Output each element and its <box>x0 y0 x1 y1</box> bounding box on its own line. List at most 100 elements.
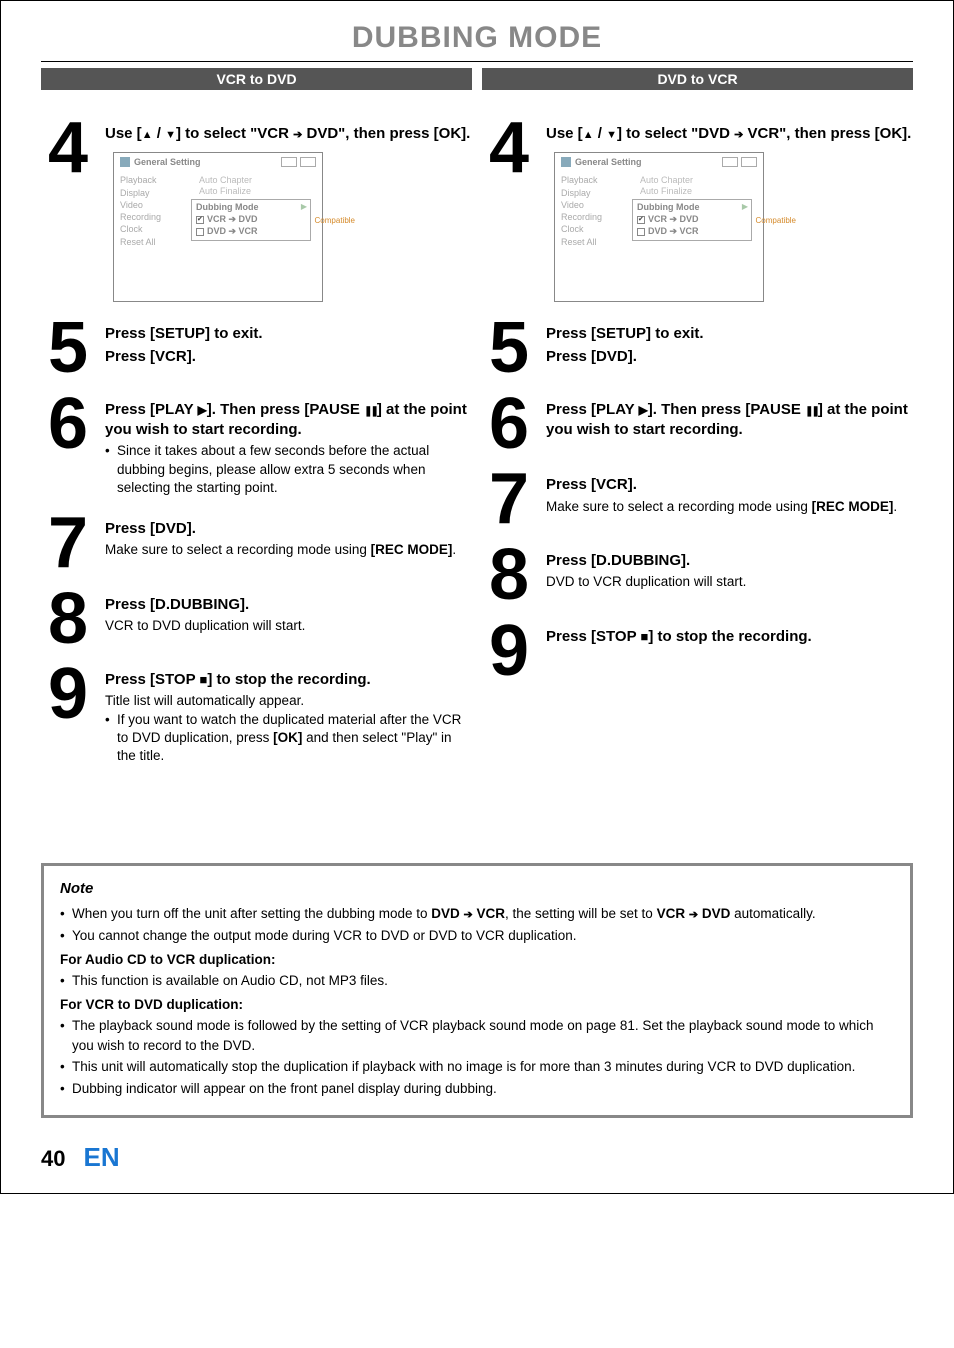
step-bullet: Since it takes about a few seconds befor… <box>105 442 472 497</box>
menu-title: General Setting <box>575 157 642 167</box>
note-bullet: When you turn off the unit after setting… <box>60 904 894 924</box>
down-icon <box>165 125 176 142</box>
left-header: VCR to DVD <box>41 68 472 90</box>
menu-item: Video <box>120 200 161 211</box>
left-column: VCR to DVD 4 Use [ / ] to select "VCR DV… <box>41 68 472 783</box>
compatible-label: Compatible <box>315 216 355 225</box>
text: ] to stop the recording. <box>648 628 811 645</box>
step-title: Press [SETUP] to exit. <box>546 324 913 344</box>
step-number: 7 <box>482 471 536 529</box>
right-header: DVD to VCR <box>482 68 913 90</box>
left-step-6: 6 Press [PLAY ]. Then press [PAUSE ] at … <box>41 396 472 497</box>
step-title: Press [DVD]. <box>546 347 913 367</box>
step-title: Press [STOP ] to stop the recording. <box>105 670 472 690</box>
step-title: Press [SETUP] to exit. <box>105 324 472 344</box>
menu-title: General Setting <box>134 157 201 167</box>
text: automatically. <box>730 906 815 921</box>
step-sub: Title list will automatically appear. <box>105 692 472 710</box>
left-step-7: 7 Press [DVD]. Make sure to select a rec… <box>41 515 472 573</box>
menu-item: Recording <box>120 212 161 223</box>
menu-panel: ▶ Dubbing Mode VCR ➔ DVD DVD ➔ VCR Compa… <box>632 199 752 241</box>
left-step-8: 8 Press [D.DUBBING]. VCR to DVD duplicat… <box>41 591 472 649</box>
play-icon <box>198 401 207 418</box>
up-icon <box>583 125 594 142</box>
menu-item: Clock <box>120 224 161 235</box>
menu-screenshot: General Setting Playback Display Video R… <box>113 152 323 302</box>
menu-item: Playback <box>561 175 602 186</box>
menu-row: DVD ➔ VCR <box>648 226 699 237</box>
menu-panel: ▶ Dubbing Mode VCR ➔ DVD DVD ➔ VCR Compa… <box>191 199 311 241</box>
note-bullet: This unit will automatically stop the du… <box>60 1057 894 1077</box>
text: DVD <box>698 906 730 921</box>
right-step-8: 8 Press [D.DUBBING]. DVD to VCR duplicat… <box>482 547 913 605</box>
text: VCR <box>657 906 689 921</box>
note-bullet: You cannot change the output mode during… <box>60 926 894 946</box>
step-number: 6 <box>41 396 95 497</box>
menu-item: Reset All <box>561 237 602 248</box>
step-title: Use [ / ] to select "DVD VCR", then pres… <box>546 124 913 144</box>
step-number: 6 <box>482 396 536 454</box>
page-title: DUBBING MODE <box>41 21 913 62</box>
text: [REC MODE] <box>371 542 453 557</box>
menu-item: Auto Chapter <box>199 175 314 185</box>
note-subhead: For Audio CD to VCR duplication: <box>60 950 894 970</box>
pause-icon <box>364 401 377 418</box>
note-subhead: For VCR to DVD duplication: <box>60 995 894 1015</box>
step-number: 5 <box>482 320 536 378</box>
up-icon <box>142 125 153 142</box>
text: / <box>153 125 166 142</box>
text: Make sure to select a recording mode usi… <box>105 542 371 557</box>
text: When you turn off the unit after setting… <box>72 906 431 921</box>
step-sub: Make sure to select a recording mode usi… <box>105 541 472 559</box>
menu-row: VCR ➔ DVD <box>207 214 258 225</box>
step-number: 8 <box>482 547 536 605</box>
page-number: 40 <box>41 1146 65 1172</box>
panel-title: Dubbing Mode <box>637 202 747 212</box>
note-bullet: Dubbing indicator will appear on the fro… <box>60 1079 894 1099</box>
menu-item: Display <box>561 188 602 199</box>
step-number: 9 <box>41 666 95 765</box>
arrow-icon <box>464 906 473 921</box>
text: VCR <box>473 906 505 921</box>
step-number: 8 <box>41 591 95 649</box>
menu-item: Auto Chapter <box>640 175 755 185</box>
text: Press [PLAY <box>105 401 198 418</box>
text: Make sure to select a recording mode usi… <box>546 499 812 514</box>
step-title: Press [VCR]. <box>546 475 913 495</box>
menu-row: VCR ➔ DVD <box>648 214 699 225</box>
text: [OK] <box>273 730 302 745</box>
menu-sidebar: Playback Display Video Recording Clock R… <box>561 175 602 249</box>
menu-item: Reset All <box>120 237 161 248</box>
text: ] to select "VCR <box>176 125 293 142</box>
text: Use [ <box>546 125 583 142</box>
menu-item: Clock <box>561 224 602 235</box>
menu-item: Display <box>120 188 161 199</box>
menu-row: DVD ➔ VCR <box>207 226 258 237</box>
step-title: Press [STOP ] to stop the recording. <box>546 627 913 647</box>
arrow-icon <box>689 906 698 921</box>
left-step-9: 9 Press [STOP ] to stop the recording. T… <box>41 666 472 765</box>
text: / <box>594 125 607 142</box>
right-step-6: 6 Press [PLAY ]. Then press [PAUSE ] at … <box>482 396 913 454</box>
step-number: 4 <box>482 120 536 302</box>
step-title: Press [PLAY ]. Then press [PAUSE ] at th… <box>546 400 913 441</box>
step-sub: VCR to DVD duplication will start. <box>105 617 472 635</box>
text: Press [STOP <box>546 628 641 645</box>
text: Press [STOP <box>105 671 200 688</box>
right-step-9: 9 Press [STOP ] to stop the recording. <box>482 623 913 681</box>
step-sub: Make sure to select a recording mode usi… <box>546 498 913 516</box>
menu-sidebar: Playback Display Video Recording Clock R… <box>120 175 161 249</box>
step-title: Press [DVD]. <box>105 519 472 539</box>
menu-item: Auto Finalize <box>199 186 314 196</box>
step-title: Use [ / ] to select "VCR DVD", then pres… <box>105 124 472 144</box>
text: ] to stop the recording. <box>207 671 370 688</box>
pause-icon <box>805 401 818 418</box>
menu-item: Video <box>561 200 602 211</box>
footer: 40 EN <box>41 1142 913 1173</box>
step-title: Press [D.DUBBING]. <box>105 595 472 615</box>
note-box: Note When you turn off the unit after se… <box>41 863 913 1117</box>
text: . <box>893 499 897 514</box>
text: Press [PLAY <box>546 401 639 418</box>
step-title: Press [D.DUBBING]. <box>546 551 913 571</box>
left-step-5: 5 Press [SETUP] to exit. Press [VCR]. <box>41 320 472 378</box>
